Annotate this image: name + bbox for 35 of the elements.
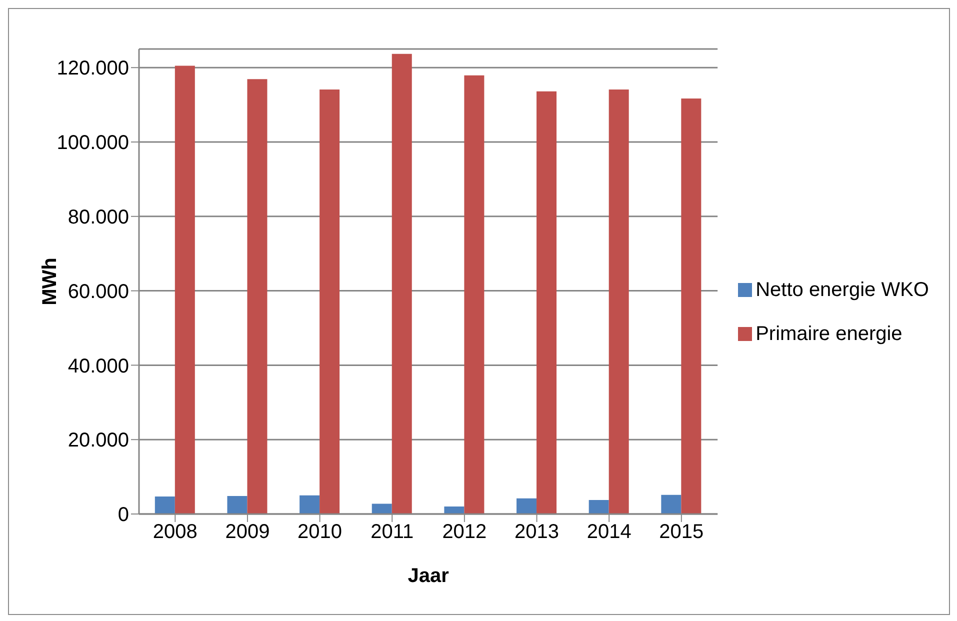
bar xyxy=(444,506,464,514)
bar xyxy=(661,494,682,514)
x-tick-label: 2013 xyxy=(514,521,560,544)
bar xyxy=(392,54,412,514)
legend-label: Primaire energie xyxy=(756,322,902,344)
bar xyxy=(300,495,320,514)
bar xyxy=(608,90,629,514)
bar xyxy=(588,500,609,514)
y-tick-label: 100.000 xyxy=(56,132,129,154)
x-tick-label: 2014 xyxy=(586,521,632,544)
y-tick-label: 80.000 xyxy=(68,206,129,228)
y-axis-title: MWh xyxy=(39,258,62,306)
x-tick-label: 2009 xyxy=(225,521,270,544)
legend-label: Netto energie WKO xyxy=(756,278,929,300)
y-tick-label: 0 xyxy=(118,504,129,526)
y-tick-label: 40.000 xyxy=(68,355,129,378)
x-tick-label: 2011 xyxy=(370,521,414,544)
bar xyxy=(227,496,248,514)
bar xyxy=(247,79,268,514)
bar xyxy=(174,66,195,514)
y-tick-label: 120.000 xyxy=(56,58,129,80)
x-tick-label: 2010 xyxy=(298,521,342,544)
y-tick-label: 20.000 xyxy=(68,430,129,452)
x-tick-label: 2008 xyxy=(152,521,198,544)
bar xyxy=(681,98,702,514)
bar xyxy=(154,496,175,514)
x-axis-title: Jaar xyxy=(408,565,450,587)
y-tick-label: 60.000 xyxy=(68,280,129,303)
bar xyxy=(516,498,537,514)
x-tick-label: 2015 xyxy=(659,521,704,544)
x-tick-label: 2012 xyxy=(442,521,487,544)
bar xyxy=(536,91,557,514)
bar xyxy=(464,75,484,514)
bar xyxy=(372,504,392,514)
bar xyxy=(320,90,340,514)
